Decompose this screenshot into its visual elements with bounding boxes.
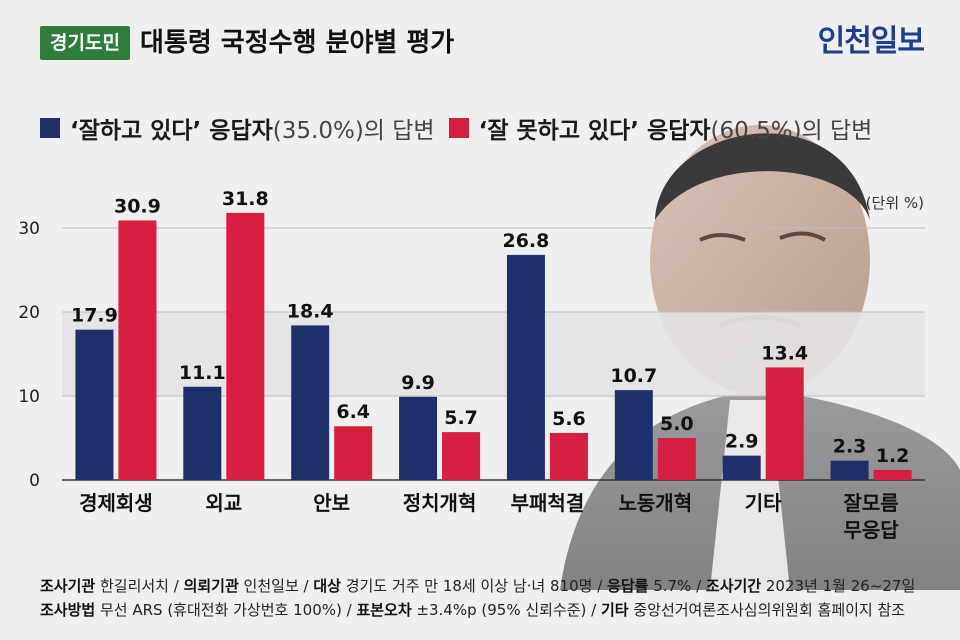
- category-label: 안보: [313, 491, 350, 515]
- y-tick-label: 30: [18, 219, 40, 239]
- legend-good-label: ‘잘하고 있다’ 응답자: [70, 118, 273, 144]
- data-label: 18.4: [287, 300, 334, 322]
- footer-value: 무선 ARS (휴대전화 가상번호 100%): [95, 601, 342, 619]
- bar-good: [399, 396, 438, 480]
- footer-separator: /: [341, 601, 357, 619]
- category-label: 외교: [205, 491, 242, 515]
- category-label: 노동개혁: [619, 491, 693, 515]
- category-badge: 경기도민: [40, 26, 130, 60]
- data-label: 1.2: [876, 445, 910, 467]
- data-label: 30.9: [114, 195, 161, 217]
- bar-good: [183, 386, 222, 480]
- footer-separator: /: [691, 577, 706, 595]
- data-label: 26.8: [502, 230, 549, 252]
- data-label: 6.4: [336, 401, 370, 423]
- y-tick-label: 20: [18, 303, 40, 323]
- footer-value: 2023년 1월 26~27일: [761, 577, 916, 595]
- bar-bad: [873, 469, 912, 480]
- bar-good: [614, 390, 653, 480]
- footer-key: 조사기관: [40, 577, 96, 595]
- bar-bad: [549, 432, 588, 480]
- bar-good: [291, 325, 330, 480]
- data-label: 5.7: [444, 407, 478, 429]
- footer-key: 조사방법: [40, 601, 96, 619]
- bar-good: [722, 455, 761, 480]
- footer-separator: /: [168, 577, 184, 595]
- bar-good: [506, 254, 545, 480]
- data-label: 13.4: [761, 342, 808, 364]
- data-label: 17.9: [71, 305, 118, 327]
- footer-key: 대상: [313, 577, 341, 595]
- bar-bad: [118, 220, 157, 480]
- footer-separator: /: [586, 601, 601, 619]
- footer-separator: /: [298, 577, 314, 595]
- bar-bad: [442, 432, 481, 480]
- footer-key: 기타: [600, 601, 629, 619]
- category-label: 잘모름: [843, 491, 898, 515]
- legend-bad-pct: (60.5%)의 답변: [710, 118, 873, 144]
- footer-value: ±3.4%p (95% 신뢰수준): [411, 601, 587, 619]
- legend-good-swatch: [40, 118, 60, 138]
- bar-chart: 0 10 20 30 17.9 30.9 경제회생 11.1 31.8 외교 18.4 6.4 안보 9.…: [18, 188, 925, 542]
- legend-good-pct: (35.0%)의 답변: [272, 118, 435, 144]
- bar-bad: [334, 426, 373, 480]
- data-label: 31.8: [222, 188, 269, 210]
- footer-value: 중앙선거여론조사심의위원회 홈페이지 참조: [628, 601, 906, 619]
- category-label: 경제회생: [79, 491, 153, 515]
- unit-label: (단위 %): [865, 194, 924, 212]
- bar-bad: [226, 212, 265, 480]
- data-label: 5.0: [660, 413, 694, 435]
- data-label: 9.9: [401, 372, 435, 394]
- footer-separator: /: [592, 577, 608, 595]
- footer-key: 표본오차: [356, 601, 412, 619]
- legend-bad-swatch: [448, 118, 469, 138]
- y-tick-label: 0: [29, 471, 40, 491]
- footer-value: 5.7%: [648, 577, 692, 595]
- footer-line-1: 조사기관 한길리서치 / 의뢰기관 인천일보 / 대상 경기도 거주 만 18세…: [40, 574, 915, 598]
- footer-value: 인천일보: [238, 577, 299, 595]
- data-label: 5.6: [552, 408, 586, 430]
- bar-bad: [657, 438, 696, 480]
- bar-good: [75, 329, 114, 480]
- data-label: 2.3: [833, 436, 867, 458]
- chart-legend: ‘잘하고 있다’ 응답자 (35.0%)의 답변 ‘잘 못하고 있다’ 응답자 …: [40, 108, 886, 148]
- data-label: 11.1: [179, 362, 226, 384]
- legend-bad-label: ‘잘 못하고 있다’ 응답자: [478, 118, 711, 144]
- category-label: 부패척결: [511, 491, 585, 515]
- footer-value: 경기도 거주 만 18세 이상 남·녀 810명: [340, 577, 593, 595]
- footer-key: 응답률: [607, 577, 649, 595]
- footer-key: 의뢰기관: [183, 577, 239, 595]
- category-label: 정치개혁: [403, 491, 477, 515]
- bar-good: [830, 460, 869, 480]
- legend-good: ‘잘하고 있다’ 응답자 (35.0%)의 답변: [40, 111, 435, 145]
- legend-bad: ‘잘 못하고 있다’ 응답자 (60.5%)의 답변: [448, 111, 873, 145]
- category-label: 무응답: [843, 518, 899, 542]
- bar-bad: [765, 367, 804, 480]
- y-tick-label: 10: [18, 387, 40, 407]
- category-label: 기타: [745, 491, 782, 515]
- page-title: 대통령 국정수행 분야별 평가: [140, 28, 455, 58]
- survey-footer: 조사기관 한길리서치 / 의뢰기관 인천일보 / 대상 경기도 거주 만 18세…: [40, 574, 915, 622]
- data-label: 2.9: [725, 431, 759, 453]
- brand-logo: 인천일보: [817, 24, 925, 59]
- footer-line-2: 조사방법 무선 ARS (휴대전화 가상번호 100%) / 표본오차 ±3.4…: [40, 598, 915, 622]
- data-label: 10.7: [610, 365, 657, 387]
- footer-value: 한길리서치: [95, 577, 169, 595]
- footer-key: 조사기간: [705, 577, 762, 595]
